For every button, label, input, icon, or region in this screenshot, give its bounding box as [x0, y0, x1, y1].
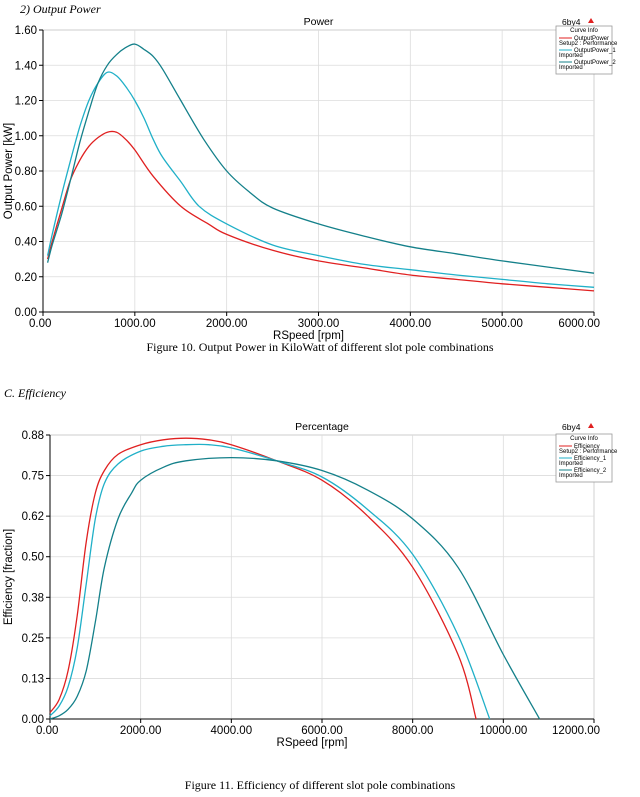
y-tick-label: 1.60	[15, 25, 37, 37]
y-tick-label: 0.50	[22, 552, 44, 564]
x-axis-label: RSpeed [rpm]	[277, 737, 348, 749]
series-line-3	[46, 43, 595, 274]
x-tick-label: 2000.00	[120, 725, 162, 737]
chart-title: Percentage	[295, 421, 349, 433]
x-tick-label: 0.00	[29, 318, 51, 330]
y-tick-label: 1.40	[15, 60, 37, 72]
x-tick-label: 1000.00	[114, 318, 156, 330]
y-tick-label: 1.20	[15, 96, 37, 108]
y-axis-label: Output Power [kW]	[3, 123, 15, 220]
legend-entry-name: Efficiency_1	[574, 456, 607, 462]
x-tick-label: 12000.00	[552, 725, 600, 737]
y-tick-label: 0.25	[22, 633, 44, 645]
legend-entry-source: Setup2 : Performance	[559, 449, 618, 455]
chart-tag: 6by4	[562, 17, 581, 27]
y-tick-label: 0.60	[15, 201, 37, 213]
x-tick-label: 0.00	[36, 725, 58, 737]
figure-10-caption: Figure 10. Output Power in KiloWatt of d…	[146, 340, 494, 354]
y-tick-label: 0.38	[22, 592, 44, 604]
legend-entry-name: OutputPower	[574, 36, 609, 42]
y-tick-label: 0.20	[15, 272, 37, 284]
y-tick-label: 0.75	[22, 471, 44, 483]
chart-tag: 6by4	[562, 422, 581, 432]
y-tick-label: 0.00	[15, 307, 37, 319]
x-tick-label: 6000.00	[301, 725, 343, 737]
y-tick-label: 0.88	[22, 430, 44, 442]
y-tick-label: 0.40	[15, 237, 37, 249]
x-tick-label: 3000.00	[298, 318, 340, 330]
series-line-2	[46, 71, 595, 288]
legend-entry-name: Efficiency_2	[574, 468, 607, 474]
legend-heading: Curve Info	[570, 28, 598, 34]
legend-entry-source: Setup2 : Performance	[559, 41, 618, 47]
x-tick-label: 6000.00	[558, 318, 600, 330]
section-heading-efficiency: C. Efficiency	[4, 386, 66, 400]
section-heading-output-power: 2) Output Power	[20, 2, 101, 16]
x-tick-label: 8000.00	[392, 725, 434, 737]
y-tick-label: 0.62	[22, 511, 44, 523]
x-tick-label: 5000.00	[481, 318, 523, 330]
x-axis-label: RSpeed [rpm]	[273, 330, 344, 342]
legend-entry-name: Efficiency	[574, 444, 600, 450]
x-tick-label: 4000.00	[211, 725, 253, 737]
chart-title: Power	[304, 16, 334, 28]
y-tick-label: 1.00	[15, 131, 37, 143]
series-line-1	[46, 130, 595, 292]
x-tick-label: 4000.00	[390, 318, 432, 330]
y-tick-label: 0.80	[15, 166, 37, 178]
efficiency-chart: 0.00 2000.00 4000.00 6000.00 8000.00 10000.00…	[3, 421, 618, 749]
series-line-2	[49, 443, 491, 720]
legend-entry-name: OutputPower_1	[574, 48, 616, 54]
legend-entry-source: Imported	[559, 461, 583, 467]
legend-entry-source: Imported	[559, 53, 583, 59]
x-tick-label: 2000.00	[206, 318, 248, 330]
legend-entry-name: OutputPower_2	[574, 60, 616, 66]
y-tick-label: 0.13	[22, 673, 44, 685]
marker-triangle-icon	[588, 423, 594, 428]
figure-11-caption: Figure 11. Efficiency of different slot …	[184, 778, 456, 792]
series-line-3	[49, 456, 541, 720]
series-line-1	[49, 437, 477, 720]
legend-heading: Curve Info	[570, 436, 598, 442]
legend-entry-source: Imported	[559, 473, 583, 479]
y-tick-label: 0.00	[22, 714, 44, 726]
marker-triangle-icon	[588, 18, 594, 23]
legend-entry-source: Imported	[559, 65, 583, 71]
output-power-chart: 0.00 1000.00 2000.00 3000.00 4000.00 5000.00 6…	[3, 16, 618, 342]
x-tick-label: 10000.00	[479, 725, 527, 737]
y-axis-label: Efficiency [fraction]	[3, 529, 15, 625]
